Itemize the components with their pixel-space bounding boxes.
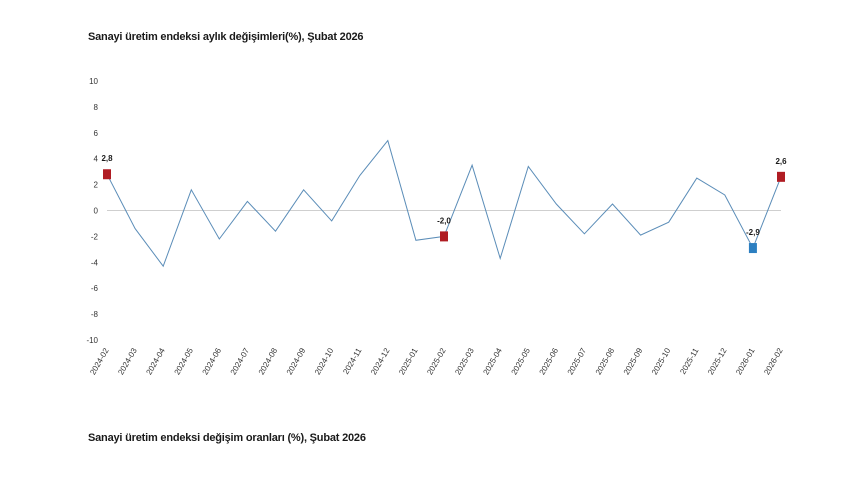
y-tick-label: -6	[91, 284, 99, 293]
x-tick-label: 2024-02	[88, 346, 111, 376]
x-tick-label: 2025-11	[678, 346, 700, 376]
highlight-markers: 2,8 -2,0 -2,9 2,6	[101, 154, 787, 254]
y-tick-label: 2	[94, 181, 99, 190]
y-tick-label: 4	[94, 155, 99, 164]
highlight-marker	[748, 243, 757, 254]
x-tick-label: 2024-10	[313, 346, 336, 376]
x-axis: 2024-02 2024-03 2024-04 2024-05 2024-06 2024-…	[88, 346, 785, 376]
highlight-marker	[440, 231, 448, 242]
x-tick-label: 2025-04	[481, 346, 504, 376]
x-tick-label: 2024-03	[116, 346, 139, 376]
chart-title: Sanayi üretim endeksi aylık değişimleri(…	[88, 31, 364, 43]
x-tick-label: 2025-05	[510, 346, 533, 376]
secondary-chart-title: Sanayi üretim endeksi değişim oranları (…	[88, 432, 366, 444]
x-tick-label: 2024-12	[369, 346, 392, 376]
y-tick-label: -8	[91, 310, 99, 319]
x-tick-label: 2025-06	[538, 346, 561, 376]
x-tick-label: 2026-01	[734, 346, 757, 376]
data-label: 2,6	[775, 157, 787, 166]
highlight-marker	[777, 171, 785, 182]
x-tick-label: 2025-08	[594, 346, 617, 376]
x-tick-label: 2024-06	[201, 346, 224, 376]
y-tick-label: -2	[91, 232, 99, 241]
x-tick-label: 2024-08	[257, 346, 280, 376]
y-tick-label: 6	[94, 129, 99, 138]
x-tick-label: 2024-11	[341, 346, 363, 376]
x-tick-label: 2025-01	[397, 346, 420, 376]
data-label: -2,9	[746, 228, 760, 237]
x-tick-label: 2025-07	[566, 346, 589, 376]
x-tick-label: 2025-09	[622, 346, 645, 376]
x-tick-label: 2025-03	[453, 346, 476, 376]
highlight-marker	[103, 169, 111, 180]
y-tick-label: 8	[94, 103, 99, 112]
data-label: 2,8	[101, 154, 113, 163]
y-axis: 10 8 6 4 2 0 -2 -4 -6 -8 -10	[86, 77, 98, 345]
x-tick-label: 2024-09	[285, 346, 308, 376]
y-tick-label: -4	[91, 258, 99, 267]
x-tick-label: 2025-02	[425, 346, 448, 376]
x-tick-label: 2025-10	[650, 346, 673, 376]
x-tick-label: 2025-12	[706, 346, 729, 376]
data-label: -2,0	[437, 216, 451, 225]
y-tick-label: 0	[94, 207, 99, 216]
x-tick-label: 2026-02	[762, 346, 785, 376]
y-tick-label: 10	[89, 77, 98, 86]
x-tick-label: 2024-04	[144, 346, 167, 376]
x-tick-label: 2024-05	[173, 346, 196, 376]
series-line	[106, 139, 782, 268]
y-tick-label: -10	[86, 336, 98, 345]
x-tick-label: 2024-07	[229, 346, 252, 376]
